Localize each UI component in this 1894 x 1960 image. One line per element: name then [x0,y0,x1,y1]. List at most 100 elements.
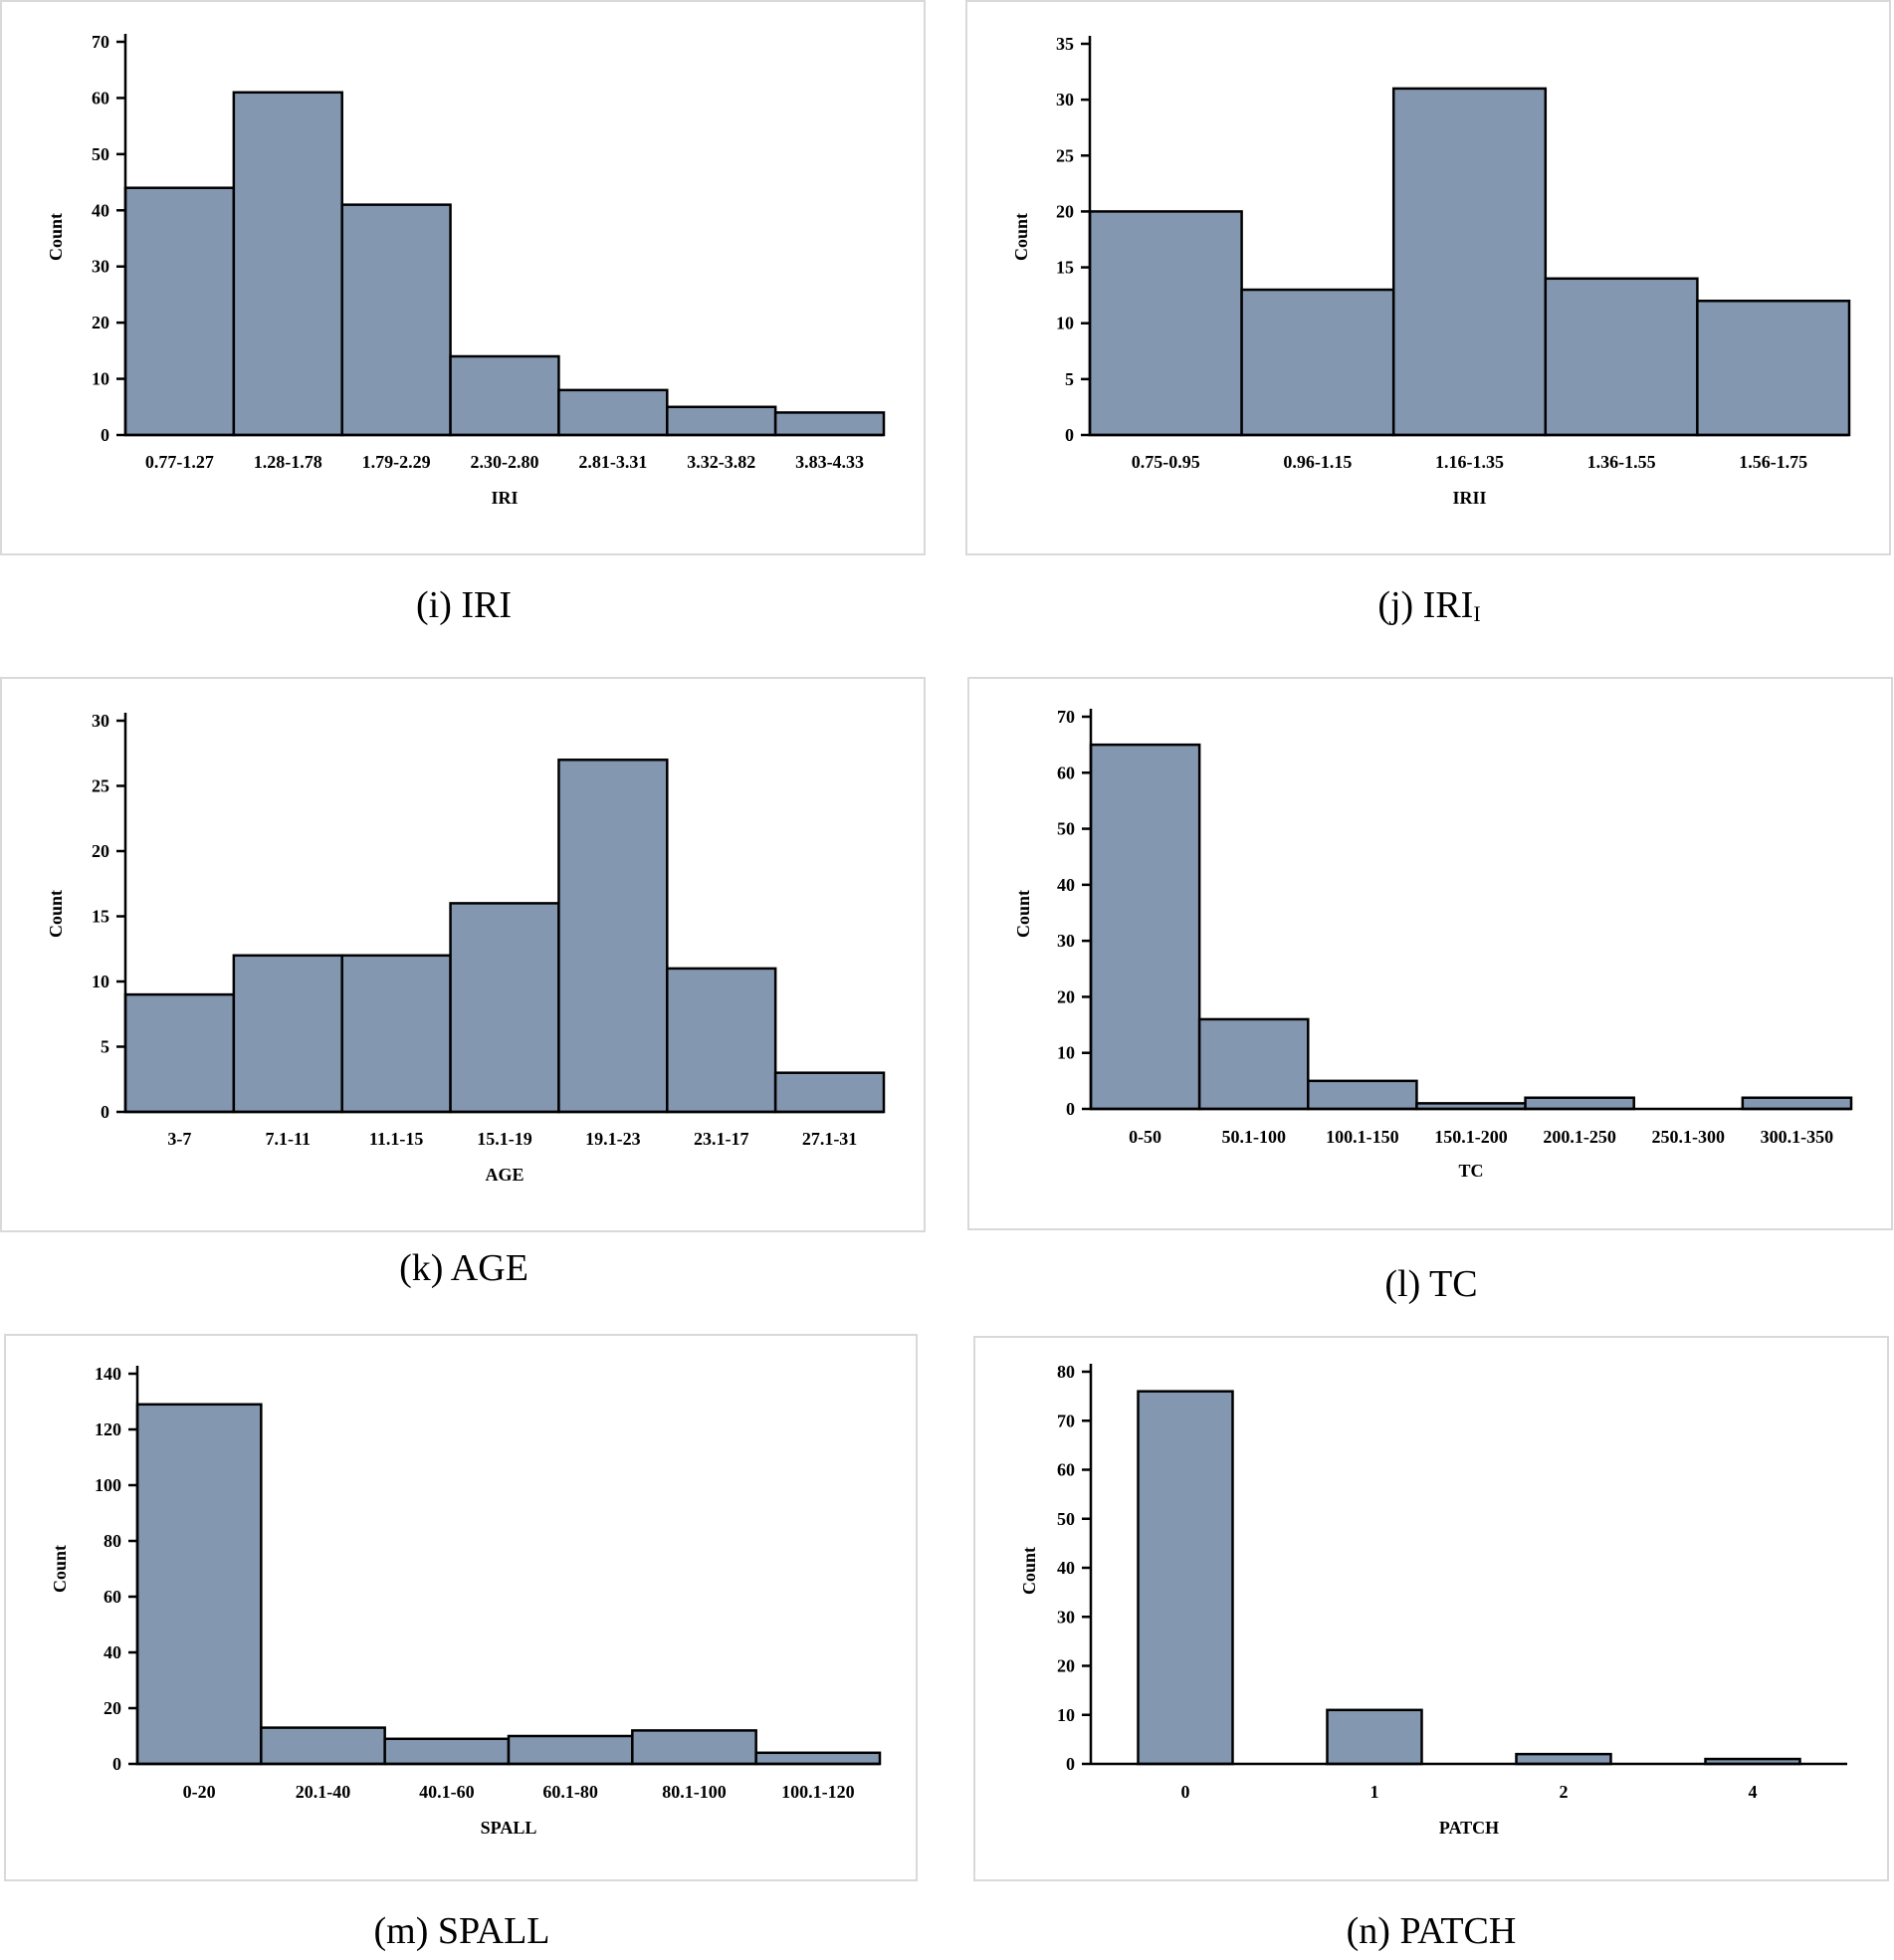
y-tick-label: 50 [92,144,109,164]
bar-i-5 [666,405,777,437]
x-tick-label: 50.1-100 [1221,1127,1286,1147]
x-tick-label: 3.32-3.82 [687,452,755,472]
y-tick-label: 0 [101,1102,109,1122]
y-tick-label: 15 [1056,258,1074,278]
x-tick-label: 2.81-3.31 [578,452,647,472]
x-tick-label: 3.83-4.33 [795,452,864,472]
x-tick-label: 23.1-17 [694,1129,749,1149]
y-tick-label: 40 [1057,1558,1075,1578]
bar-l-4 [1524,1096,1635,1111]
bar-n-0 [1137,1390,1234,1766]
bar-m-2 [383,1737,511,1766]
bar-l-6 [1741,1096,1853,1111]
x-tick-label: 0-20 [183,1782,216,1802]
bar-k-5 [666,967,777,1114]
caption-iri: (i) IRI [416,583,512,627]
y-tick-label: 0 [1065,425,1074,445]
bar-l-2 [1307,1079,1418,1111]
y-tick-label: 20 [1056,201,1074,221]
x-tick-label: 150.1-200 [1434,1127,1508,1147]
bar-i-1 [232,91,343,437]
bar-j-1 [1240,288,1395,437]
histogram-panel-tc: 0 10 20 30 40 50 60 70 0-50 50.1-100 100.1-150 150.… [967,677,1894,1232]
y-tick-label: 50 [1057,819,1075,839]
bar-i-6 [773,411,886,437]
bar-j-2 [1391,87,1548,437]
x-tick-label: 19.1-23 [585,1129,641,1149]
x-axis-label: SPALL [481,1818,537,1838]
y-tick-label: 120 [95,1419,121,1439]
y-tick-label: 50 [1057,1509,1075,1529]
x-tick-label: 2 [1560,1782,1569,1802]
y-axis-label: Count [1011,213,1031,261]
y-tick-label: 60 [104,1587,121,1607]
y-tick-label: 20 [92,841,109,861]
y-tick-label: 0 [112,1754,121,1774]
x-tick-label: 200.1-250 [1543,1127,1616,1147]
x-tick-label: 0 [1181,1782,1190,1802]
y-tick-label: 30 [1057,1607,1075,1627]
bar-k-2 [340,954,452,1114]
bar-i-0 [123,186,236,437]
y-tick-label: 30 [1056,90,1074,109]
y-tick-label: 140 [95,1364,121,1384]
x-tick-label: 250.1-300 [1652,1127,1726,1147]
bar-k-4 [557,759,669,1114]
y-axis-label: Count [50,1545,70,1593]
bar-n-1 [1326,1708,1423,1766]
y-tick-label: 0 [101,425,109,445]
x-tick-label: 100.1-150 [1326,1127,1399,1147]
y-axis-label: Count [1013,890,1033,938]
y-tick-label: 30 [92,711,109,731]
y-tick-label: 25 [1056,145,1074,165]
caption-irii-subscript: I [1473,601,1481,626]
y-tick-label: 25 [92,776,109,796]
bar-k-3 [449,902,560,1114]
bar-j-4 [1696,300,1851,437]
caption-age-text: (k) AGE [399,1247,528,1289]
bar-i-2 [340,203,452,437]
y-tick-label: 60 [1057,762,1075,782]
histogram-patch: 0 10 20 30 40 50 60 70 80 0 1 2 4 PATCH Count [973,1336,1889,1881]
bar-m-0 [135,1403,263,1766]
x-tick-label: 1.56-1.75 [1739,452,1807,472]
bar-j-0 [1088,210,1243,437]
bar-m-4 [631,1729,757,1766]
caption-tc: (l) TC [1384,1262,1477,1306]
x-tick-label: 300.1-350 [1761,1127,1834,1147]
x-tick-label: 1 [1370,1782,1379,1802]
caption-iri-text: (i) IRI [415,584,513,626]
histogram-panel-iri: 0 10 20 30 40 50 60 70 0.77-1.27 1.28-1.78 1.79-2.… [0,0,928,557]
y-tick-label: 20 [104,1698,121,1718]
x-tick-label: 15.1-19 [477,1129,532,1149]
x-axis-label: IRI [491,488,518,508]
y-tick-label: 5 [1065,369,1074,389]
x-tick-label: 20.1-40 [296,1782,351,1802]
bar-k-1 [232,954,343,1114]
x-tick-label: 3-7 [167,1129,191,1149]
x-tick-label: 1.36-1.55 [1587,452,1656,472]
y-tick-label: 35 [1056,34,1074,54]
x-tick-label: 1.16-1.35 [1435,452,1504,472]
x-tick-label: 0.77-1.27 [145,452,214,472]
bar-l-0 [1089,743,1201,1111]
caption-irii: (j) IRII [1377,583,1480,627]
y-tick-label: 5 [101,1037,109,1057]
histogram-panel-spall: 0 20 40 60 80 100 120 140 0-20 20.1-40 40.1-60 60.1… [4,1334,920,1883]
x-tick-label: 0.75-0.95 [1132,452,1200,472]
caption-tc-text: (l) TC [1384,1263,1478,1305]
y-tick-label: 10 [1057,1043,1075,1063]
bar-i-4 [557,388,669,437]
y-tick-label: 20 [92,313,109,332]
histogram-iri: 0 10 20 30 40 50 60 70 0.77-1.27 1.28-1.78 1.79-2.… [0,0,926,555]
x-tick-label: 7.1-11 [266,1129,312,1149]
bar-m-5 [754,1751,882,1766]
caption-spall-text: (m) SPALL [373,1910,550,1952]
y-tick-label: 70 [1057,707,1075,727]
bar-k-6 [773,1071,886,1114]
y-tick-label: 40 [1057,875,1075,895]
caption-irii-text: (j) IRI [1377,584,1474,626]
caption-spall: (m) SPALL [373,1909,549,1953]
bar-i-3 [449,354,560,437]
histogram-panel-irii: 0 5 10 15 20 25 30 35 0.75-0.95 0.96-1.15 1.16-1.3… [965,0,1893,557]
